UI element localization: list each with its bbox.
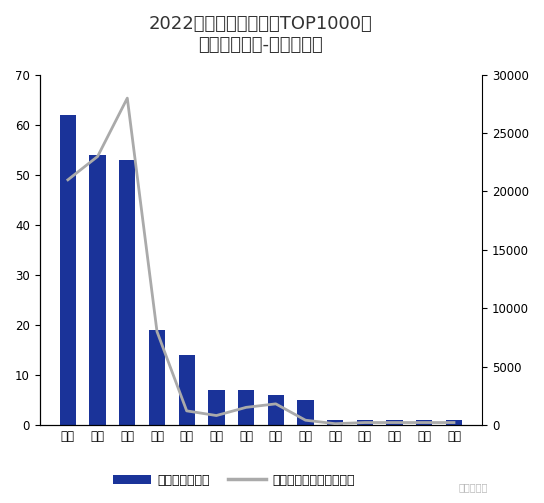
Bar: [327, 420, 343, 425]
Bar: [416, 420, 432, 425]
Bar: [149, 330, 165, 425]
Bar: [89, 155, 106, 425]
Bar: [208, 390, 225, 425]
Bar: [446, 420, 462, 425]
Bar: [268, 395, 284, 425]
Bar: [119, 160, 135, 425]
Bar: [386, 420, 403, 425]
Text: 游戏财经汇: 游戏财经汇: [459, 482, 488, 492]
Bar: [60, 115, 76, 425]
Bar: [238, 390, 254, 425]
Title: 2022年韩国手游收入榜TOP1000的
中国游戏厂商-按城市划分: 2022年韩国手游收入榜TOP1000的 中国游戏厂商-按城市划分: [149, 15, 373, 54]
Legend: 产品数量（个）, 产品累计收入（万美元）: 产品数量（个）, 产品累计收入（万美元）: [108, 469, 360, 492]
Bar: [357, 420, 373, 425]
Bar: [298, 400, 314, 425]
Bar: [178, 355, 195, 425]
